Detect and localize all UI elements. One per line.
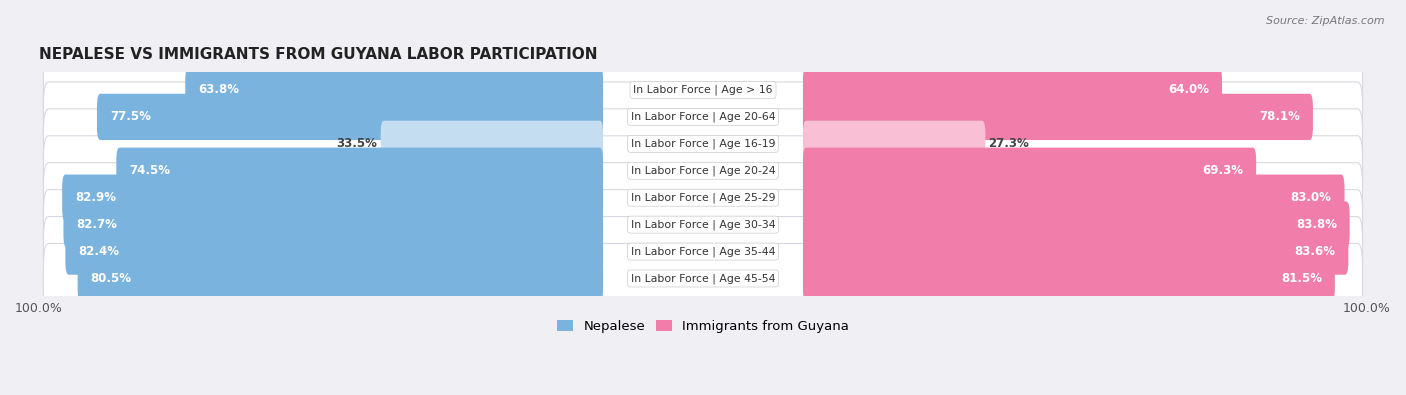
Text: 77.5%: 77.5% [110,111,150,123]
Text: In Labor Force | Age > 16: In Labor Force | Age > 16 [633,85,773,95]
Text: 83.6%: 83.6% [1295,245,1336,258]
FancyBboxPatch shape [803,175,1344,221]
Text: NEPALESE VS IMMIGRANTS FROM GUYANA LABOR PARTICIPATION: NEPALESE VS IMMIGRANTS FROM GUYANA LABOR… [39,47,598,62]
FancyBboxPatch shape [803,255,1334,302]
FancyBboxPatch shape [44,163,1362,233]
Text: In Labor Force | Age 16-19: In Labor Force | Age 16-19 [631,139,775,149]
FancyBboxPatch shape [803,94,1313,140]
FancyBboxPatch shape [44,82,1362,152]
FancyBboxPatch shape [63,201,603,248]
Text: 83.0%: 83.0% [1291,191,1331,204]
Text: 82.7%: 82.7% [76,218,117,231]
FancyBboxPatch shape [44,190,1362,260]
Text: In Labor Force | Age 20-24: In Labor Force | Age 20-24 [631,166,775,176]
FancyBboxPatch shape [44,109,1362,179]
Text: 78.1%: 78.1% [1260,111,1301,123]
Text: 27.3%: 27.3% [988,137,1029,150]
FancyBboxPatch shape [803,67,1222,113]
Text: 83.8%: 83.8% [1296,218,1337,231]
Text: 69.3%: 69.3% [1202,164,1243,177]
FancyBboxPatch shape [803,201,1350,248]
FancyBboxPatch shape [803,148,1256,194]
Legend: Nepalese, Immigrants from Guyana: Nepalese, Immigrants from Guyana [551,315,855,339]
Text: 63.8%: 63.8% [198,83,239,96]
FancyBboxPatch shape [65,228,603,275]
FancyBboxPatch shape [44,216,1362,286]
Text: 33.5%: 33.5% [336,137,377,150]
FancyBboxPatch shape [44,55,1362,125]
FancyBboxPatch shape [803,228,1348,275]
Text: 80.5%: 80.5% [90,272,132,285]
Text: In Labor Force | Age 20-64: In Labor Force | Age 20-64 [631,112,775,122]
FancyBboxPatch shape [186,67,603,113]
Text: 82.4%: 82.4% [79,245,120,258]
Text: In Labor Force | Age 45-54: In Labor Force | Age 45-54 [631,273,775,284]
Text: In Labor Force | Age 35-44: In Labor Force | Age 35-44 [631,246,775,257]
Text: 81.5%: 81.5% [1281,272,1322,285]
FancyBboxPatch shape [44,243,1362,314]
FancyBboxPatch shape [803,121,986,167]
FancyBboxPatch shape [62,175,603,221]
Text: Source: ZipAtlas.com: Source: ZipAtlas.com [1267,16,1385,26]
Text: In Labor Force | Age 25-29: In Labor Force | Age 25-29 [631,192,775,203]
FancyBboxPatch shape [97,94,603,140]
Text: 74.5%: 74.5% [129,164,170,177]
FancyBboxPatch shape [77,255,603,302]
Text: 82.9%: 82.9% [75,191,117,204]
FancyBboxPatch shape [44,136,1362,206]
Text: 64.0%: 64.0% [1168,83,1209,96]
FancyBboxPatch shape [381,121,603,167]
Text: In Labor Force | Age 30-34: In Labor Force | Age 30-34 [631,219,775,230]
FancyBboxPatch shape [117,148,603,194]
